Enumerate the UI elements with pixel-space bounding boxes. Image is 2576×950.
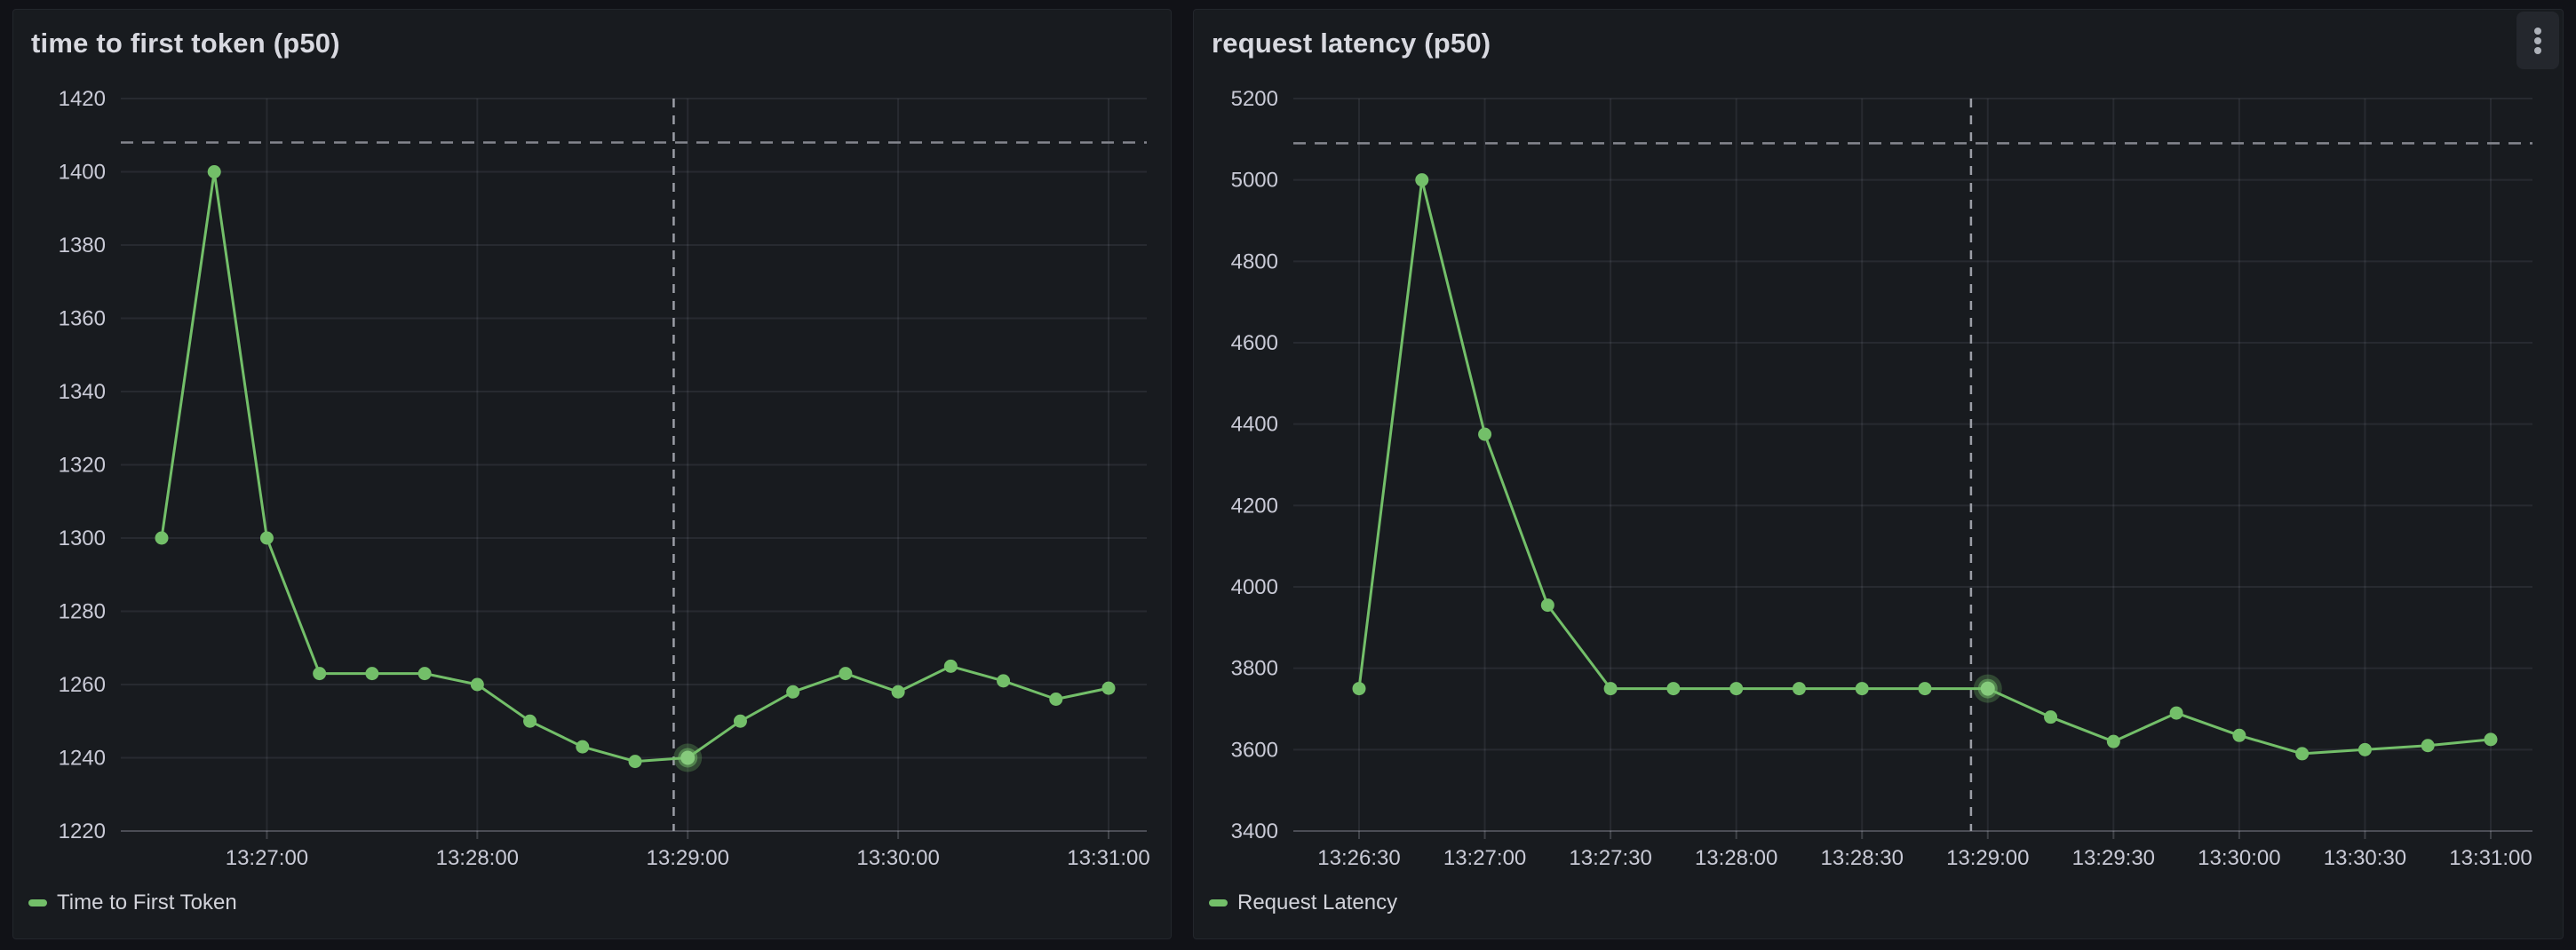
legend[interactable]: Request Latency	[1209, 891, 1397, 915]
y-grid-and-labels: 1420 1400 1380 1360 1340 1320 1300 1280 1260 1240…	[59, 87, 1147, 843]
y-axis-tick-label: 1360	[59, 307, 106, 331]
x-axis-tick-label: 13:29:00	[1946, 846, 2029, 870]
y-axis-tick-label: 1220	[59, 819, 106, 843]
legend-label[interactable]: Time to First Token	[57, 891, 237, 914]
panel-title[interactable]: request latency (p50)	[1212, 28, 1491, 59]
kebab-dot	[2534, 36, 2541, 44]
y-axis-tick-label: 3800	[1231, 657, 1278, 681]
y-axis-tick-label: 1240	[59, 747, 106, 771]
y-axis-tick-label: 1300	[59, 526, 106, 550]
y-axis-tick-label: 1420	[59, 87, 106, 111]
x-axis-tick-label: 13:28:00	[436, 846, 519, 870]
y-axis-tick-label: 1320	[59, 454, 106, 478]
y-axis-tick-label: 5000	[1231, 169, 1278, 193]
x-axis-tick-label: 13:27:00	[226, 846, 308, 870]
legend[interactable]: Time to First Token	[28, 891, 237, 915]
x-grid-and-labels: 13:27:00 13:28:00 13:29:00 13:30:00 13:31:00	[226, 99, 1150, 870]
panel-header[interactable]: request latency (p50)	[1194, 10, 2563, 77]
y-axis-tick-label: 4600	[1231, 331, 1278, 355]
kebab-dot	[2534, 46, 2541, 54]
y-axis-tick-label: 3600	[1231, 738, 1278, 762]
panel-menu-kebab-icon[interactable]	[2516, 12, 2559, 69]
panel-header[interactable]: time to first token (p50)	[13, 10, 1171, 77]
y-axis-tick-label: 1380	[59, 234, 106, 257]
panel-title[interactable]: time to first token (p50)	[31, 28, 340, 59]
legend-label[interactable]: Request Latency	[1237, 891, 1398, 914]
x-axis-tick-label: 13:27:30	[1569, 846, 1651, 870]
y-axis-tick-label: 4200	[1231, 494, 1278, 518]
y-axis-tick-label: 4800	[1231, 249, 1278, 273]
x-grid-and-labels: 13:26:30 13:27:00 13:27:30 13:28:00 13:28:30…	[1317, 99, 2532, 870]
y-axis-tick-label: 1400	[59, 161, 106, 185]
latency-chart[interactable]: 5200 5000 4800 4600 4400 4200 4000 3800 3600 3400…	[1194, 10, 2564, 938]
y-axis-tick-label: 1340	[59, 380, 106, 404]
highlighted-point[interactable]	[673, 743, 703, 772]
x-axis-tick-label: 13:30:30	[2324, 846, 2406, 870]
x-axis-tick-label: 13:28:30	[1821, 846, 1904, 870]
series-points	[1352, 173, 2498, 761]
y-axis-tick-label: 4400	[1231, 413, 1278, 437]
x-axis-tick-label: 13:31:00	[1067, 846, 1149, 870]
panel-request-latency: request latency (p50) 5200 5000 4800 4600 44…	[1193, 9, 2564, 939]
ttft-chart[interactable]: 1420 1400 1380 1360 1340 1320 1300 1280 1260 1240…	[13, 10, 1173, 938]
y-axis-tick-label: 5200	[1231, 87, 1278, 111]
x-axis-tick-label: 13:28:00	[1695, 846, 1777, 870]
x-axis-tick-label: 13:29:00	[647, 846, 729, 870]
series-color-swatch[interactable]	[28, 899, 47, 906]
y-axis-tick-label: 1260	[59, 673, 106, 697]
x-axis-tick-label: 13:27:00	[1443, 846, 1526, 870]
y-axis-tick-label: 4000	[1231, 575, 1278, 599]
y-axis-tick-label: 1280	[59, 600, 106, 624]
highlighted-point[interactable]	[1973, 674, 2002, 703]
x-axis-tick-label: 13:31:00	[2449, 846, 2532, 870]
x-axis-tick-label: 13:30:00	[856, 846, 939, 870]
kebab-dot	[2534, 27, 2541, 35]
series-line	[160, 170, 1110, 764]
x-axis-tick-label: 13:26:30	[1317, 846, 1400, 870]
x-axis-tick-label: 13:30:00	[2198, 846, 2280, 870]
y-grid-and-labels: 5200 5000 4800 4600 4400 4200 4000 3800 3600 3400	[1231, 87, 2532, 843]
panel-time-to-first-token: time to first token (p50) 1420 1400 1380 13…	[12, 9, 1172, 939]
x-axis-tick-label: 13:29:30	[2072, 846, 2155, 870]
series-color-swatch[interactable]	[1209, 899, 1228, 906]
y-axis-tick-label: 3400	[1231, 819, 1278, 843]
series-points	[155, 165, 1116, 769]
